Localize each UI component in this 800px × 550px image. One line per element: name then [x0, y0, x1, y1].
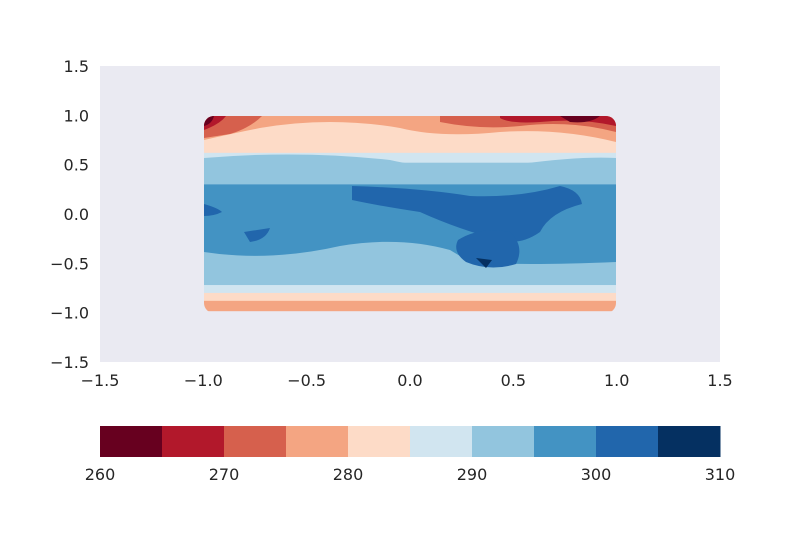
contour-band-5: [204, 285, 616, 294]
contour-top-260: [560, 116, 600, 123]
colorbar-tick-label: 260: [85, 465, 116, 484]
colorbar-segment: [286, 426, 349, 457]
y-tick-label: −0.5: [50, 254, 89, 273]
x-tick-label: −0.5: [287, 371, 326, 390]
x-tick-label: 0.0: [397, 371, 422, 390]
y-tick-label: 1.0: [64, 106, 89, 125]
y-tick-label: −1.5: [50, 353, 89, 372]
y-tick-label: −1.0: [50, 304, 89, 323]
colorbar-segment: [472, 426, 535, 457]
contour-warm-edge: [204, 204, 222, 216]
contour-lower-290: [204, 241, 616, 280]
contour-band-4: [204, 275, 616, 286]
contour-warm-south: [456, 230, 520, 268]
x-tick-label: 1.0: [604, 371, 629, 390]
y-tick-label: 0.0: [64, 205, 89, 224]
y-tick-label: 1.5: [64, 57, 89, 76]
x-tick-label: 1.5: [707, 371, 732, 390]
contour-warm-north: [352, 186, 582, 242]
colorbar-segment: [348, 426, 411, 457]
contour-field: [204, 116, 616, 312]
x-tick-label: −1.0: [184, 371, 223, 390]
contour-band-6: [204, 292, 616, 302]
colorbar-ticks: 260 270 280 290 300 310: [85, 465, 736, 484]
y-axis: −1.5 −1.0 −0.5 0.0 0.5 1.0 1.5: [50, 57, 89, 372]
colorbar-segment: [596, 426, 659, 457]
colorbar: [100, 426, 721, 457]
colorbar-tick-label: 280: [333, 465, 364, 484]
colorbar-segment: [224, 426, 287, 457]
y-tick-label: 0.5: [64, 156, 89, 175]
colorbar-segment: [658, 426, 721, 457]
x-axis: −1.5 −1.0 −0.5 0.0 0.5 1.0 1.5: [81, 371, 733, 390]
x-tick-label: 0.5: [501, 371, 526, 390]
colorbar-segment: [100, 426, 163, 457]
colorbar-tick-label: 290: [457, 465, 488, 484]
contour-band-7: [204, 300, 616, 312]
colorbar-tick-label: 270: [209, 465, 240, 484]
colorbar-segment: [534, 426, 597, 457]
colorbar-tick-label: 310: [705, 465, 736, 484]
contour-warm-west: [244, 228, 270, 242]
colorbar-tick-label: 300: [581, 465, 612, 484]
contour-upper-290: [204, 154, 616, 176]
colorbar-segment: [410, 426, 473, 457]
contour-band-1: [204, 152, 616, 164]
contour-hot-spot: [476, 258, 492, 268]
x-tick-label: −1.5: [81, 371, 120, 390]
colorbar-segment: [162, 426, 225, 457]
